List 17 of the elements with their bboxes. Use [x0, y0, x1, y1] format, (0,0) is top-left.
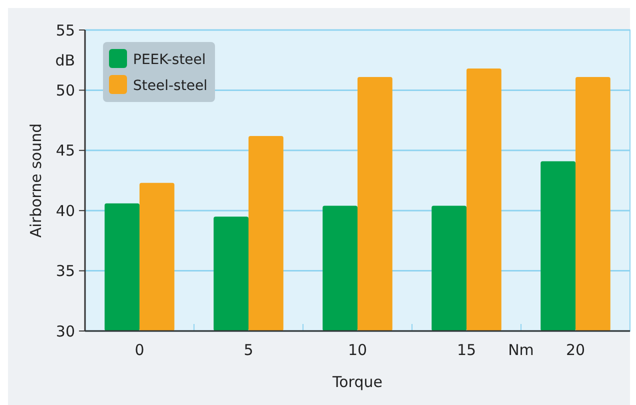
text: dB [55, 51, 75, 70]
x-axis-title: Torque [332, 373, 382, 391]
x-tick-label: 10 [348, 341, 368, 359]
x-tick-label: 0 [134, 341, 144, 359]
x-tick-label: 20 [566, 341, 586, 359]
y-tick-label: 30 [56, 322, 75, 340]
y-tick-label: 50 [56, 81, 75, 100]
legend-label: Steel-steel [133, 78, 208, 94]
y-tick-label: 40 [56, 202, 75, 220]
y-tick-label: 35 [56, 262, 75, 280]
text: Nm [508, 341, 534, 359]
y-axis-title: Airborne sound [27, 123, 45, 238]
legend-label: PEEK-steel [133, 52, 206, 68]
y-tick-label: 55 [56, 21, 75, 40]
x-tick-label: 15 [456, 341, 476, 359]
y-tick-label: 45 [56, 142, 75, 160]
x-tick-label: 5 [244, 341, 254, 359]
